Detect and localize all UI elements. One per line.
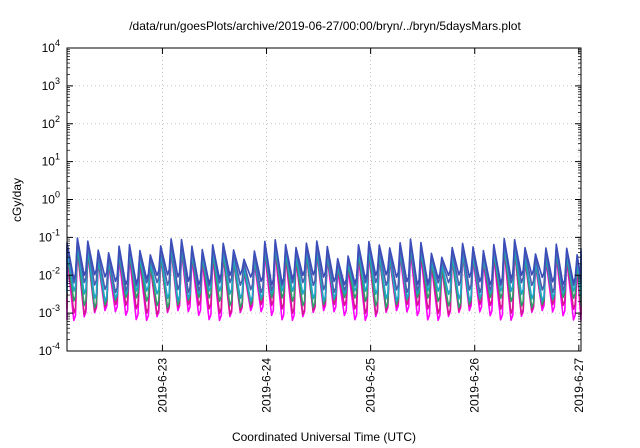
y-tick-label: 10-3	[39, 303, 60, 320]
y-tick-label: 103	[42, 76, 60, 93]
y-tick-label: 10-1	[39, 227, 60, 244]
series-line	[66, 237, 582, 286]
y-tick-label: 101	[42, 152, 60, 169]
y-tick-label: 10-2	[39, 265, 60, 282]
x-axis: 2019-6-23 2019-6-24 2019-6-25 2019-6-26 2019…	[155, 48, 586, 413]
x-tick-label: 2019-6-26	[468, 358, 482, 413]
y-tick-label: 10-4	[39, 341, 60, 358]
x-axis-label: Coordinated Universal Time (UTC)	[232, 430, 416, 444]
series-group	[66, 237, 582, 322]
y-axis-label: cGy/day	[10, 178, 24, 222]
x-tick-label: 2019-6-24	[260, 358, 274, 413]
x-tick-label: 2019-6-25	[364, 358, 378, 413]
x-tick-label: 2019-6-23	[155, 358, 169, 413]
y-axis: 10-4 10-3 10-2 10-1 100 101 102 103 104	[39, 38, 581, 358]
y-tick-label: 102	[42, 114, 60, 131]
y-tick-label: 100	[42, 190, 60, 207]
x-tick-label: 2019-6-27	[572, 358, 586, 413]
chart-title: /data/run/goesPlots/archive/2019-06-27/0…	[129, 19, 521, 33]
y-tick-label: 104	[42, 38, 60, 55]
